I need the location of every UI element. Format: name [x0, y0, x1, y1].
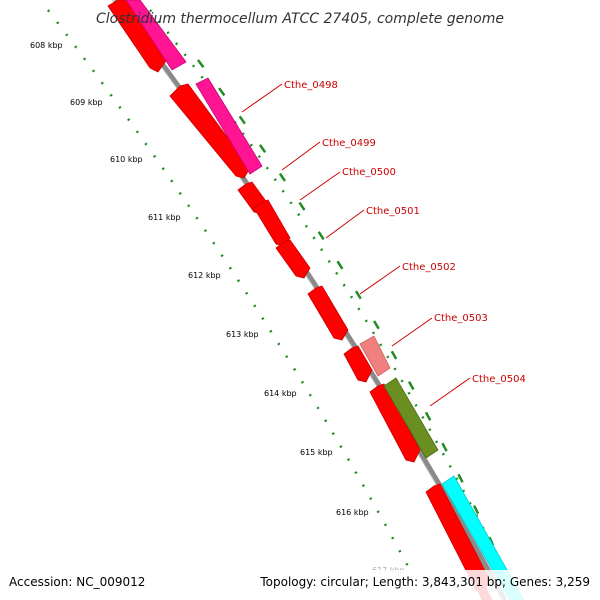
- leader-line: [241, 83, 283, 113]
- footer-backdrop: [0, 570, 600, 600]
- tick-label: 615 kbp: [300, 448, 333, 457]
- olive-feature: [383, 377, 439, 459]
- gene-label[interactable]: Cthe_0498: [284, 80, 338, 91]
- tick-label: 612 kbp: [188, 271, 221, 280]
- accession-text: Accession: NC_009012: [9, 575, 145, 589]
- gc-dotted-track-inner: [47, 9, 412, 571]
- cds-arrow: [369, 383, 421, 463]
- cds-arrow: [307, 285, 349, 341]
- leader-line: [281, 141, 321, 171]
- gene-label[interactable]: Cthe_0503: [434, 313, 488, 324]
- tick-label: 610 kbp: [110, 155, 143, 164]
- gene-label[interactable]: Cthe_0502: [402, 262, 456, 273]
- tick-labels: 608 kbp 609 kbp 610 kbp 611 kbp 612 kbp …: [30, 41, 405, 575]
- cyan-feature: [441, 475, 525, 600]
- leader-line: [325, 209, 365, 239]
- gene-label[interactable]: Cthe_0499: [322, 138, 376, 149]
- tick-label: 609 kbp: [70, 98, 103, 107]
- cds-features-reverse: [107, 0, 493, 600]
- gene-label[interactable]: Cthe_0501: [366, 206, 420, 217]
- gene-labels: Cthe_0498 Cthe_0499 Cthe_0500 Cthe_0501 …: [284, 80, 526, 385]
- leader-line: [429, 377, 471, 407]
- features-forward: [125, 0, 525, 600]
- gene-label[interactable]: Cthe_0500: [342, 167, 396, 178]
- leader-line: [359, 265, 401, 295]
- leader-line: [299, 171, 341, 201]
- tick-label: 616 kbp: [336, 508, 369, 517]
- leader-line: [391, 317, 433, 347]
- cds-arrow: [169, 83, 251, 179]
- magenta-feature: [125, 0, 187, 71]
- tick-label: 613 kbp: [226, 330, 259, 339]
- gene-leader-lines: [241, 83, 471, 407]
- cds-arrow: [253, 199, 291, 247]
- map-title: Clostridium thermocellum ATCC 27405, com…: [96, 11, 504, 27]
- cds-arrow: [343, 345, 373, 383]
- cds-arrow: [107, 0, 169, 73]
- topology-text: Topology: circular; Length: 3,843,301 bp…: [259, 575, 590, 589]
- cds-arrow: [275, 239, 311, 279]
- gene-label[interactable]: Cthe_0504: [472, 374, 526, 385]
- tick-label: 608 kbp: [30, 41, 63, 50]
- tick-label: 611 kbp: [148, 213, 181, 222]
- magenta-feature: [195, 77, 263, 175]
- tick-label: 614 kbp: [264, 389, 297, 398]
- pink-feature: [359, 335, 391, 377]
